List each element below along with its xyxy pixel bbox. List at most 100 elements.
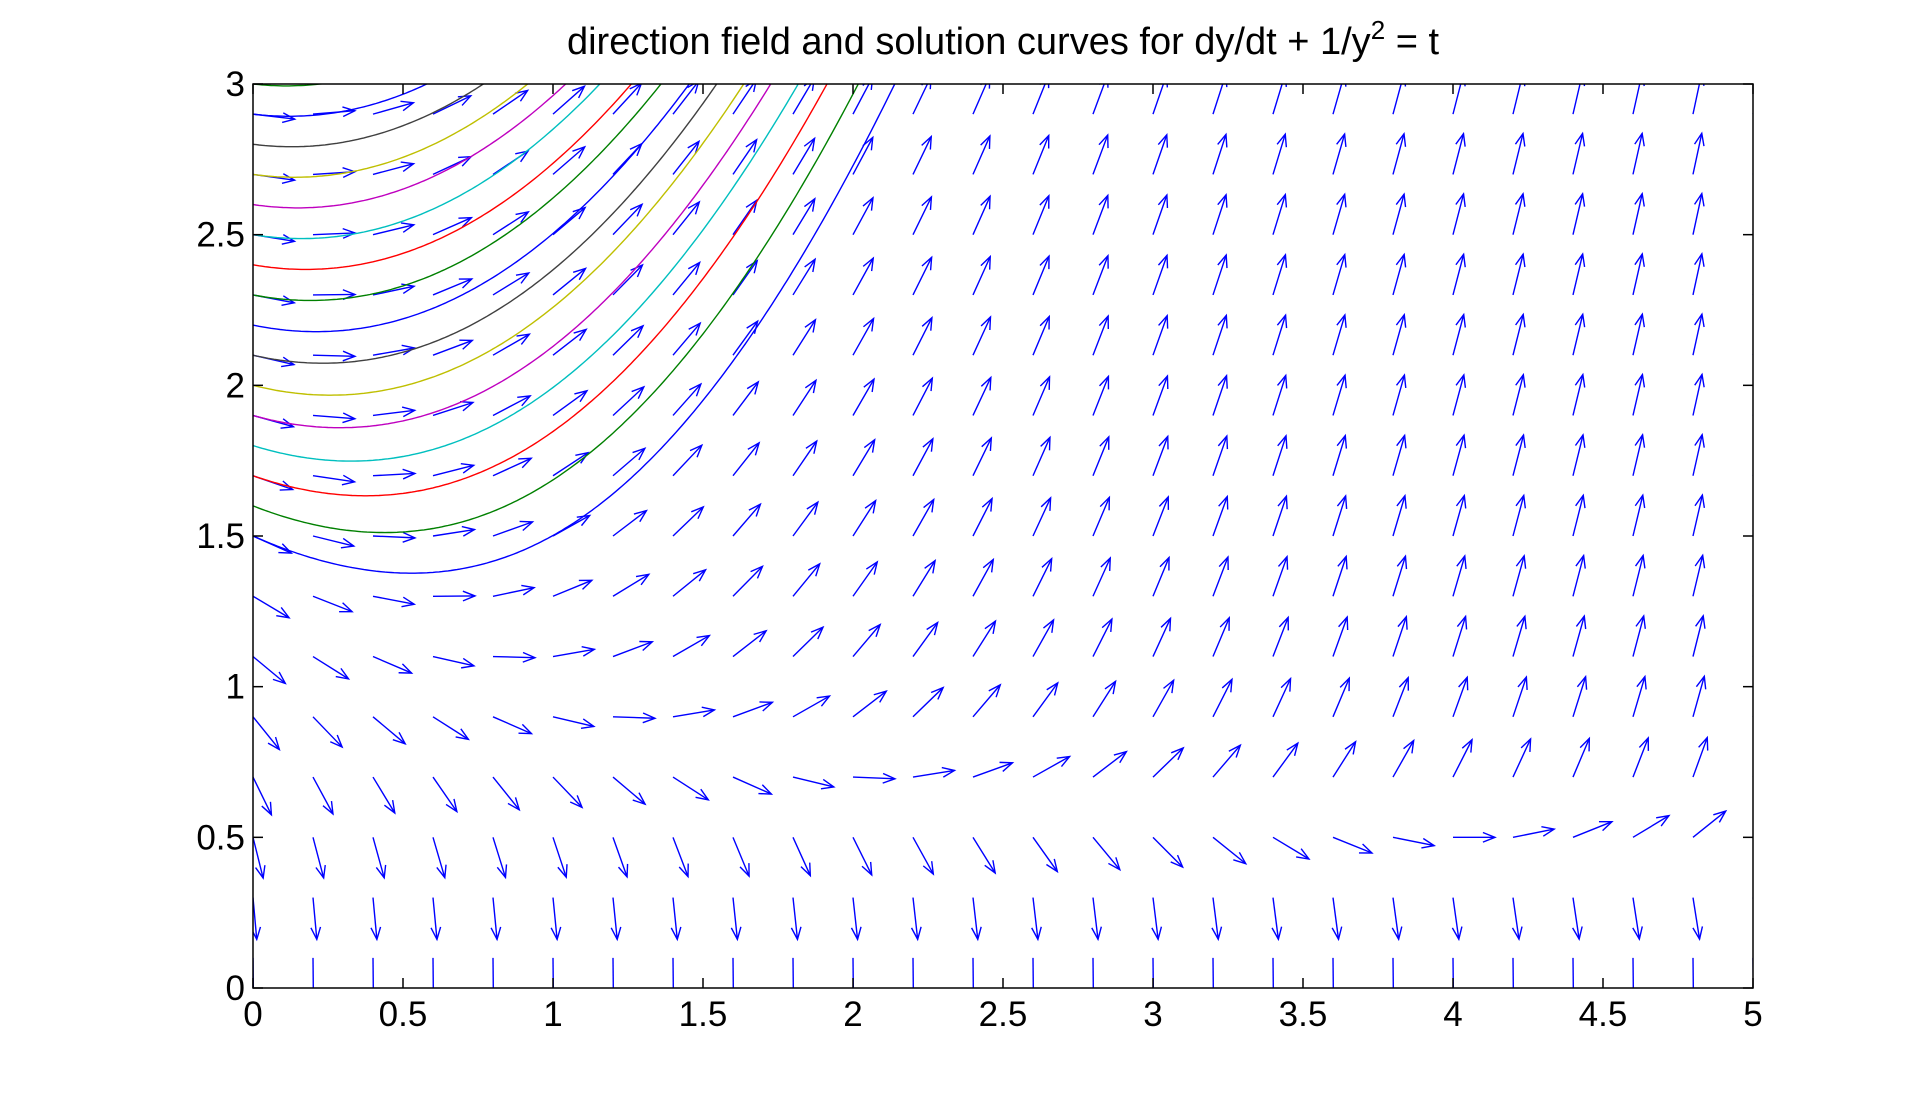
- field-arrow: [728, 957, 739, 988]
- field-arrow: [1752, 412, 1753, 416]
- field-arrow: [1332, 494, 1348, 537]
- field-arrow: [1272, 836, 1311, 860]
- field-arrow: [732, 629, 768, 658]
- chart-title: direction field and solution curves for …: [567, 15, 1439, 63]
- field-arrow: [1032, 681, 1059, 718]
- field-arrow: [550, 897, 562, 942]
- field-arrow: [612, 837, 629, 879]
- field-arrow: [432, 655, 476, 669]
- field-arrow: [672, 261, 701, 296]
- field-arrow: [672, 84, 699, 115]
- field-arrow: [432, 339, 475, 356]
- field-arrow: [732, 502, 762, 537]
- field-arrow: [310, 897, 322, 942]
- field-arrow: [488, 957, 499, 988]
- field-arrow: [1092, 679, 1117, 718]
- field-arrow: [552, 85, 586, 115]
- solution-curve: [253, 84, 718, 364]
- field-arrow: [912, 134, 933, 175]
- field-arrow: [792, 625, 825, 658]
- x-tick-label: 3: [1143, 995, 1162, 1034]
- chart-title-main: direction field and solution curves for …: [567, 21, 1371, 63]
- field-arrow: [792, 378, 818, 416]
- field-arrow: [792, 439, 818, 477]
- field-arrow: [792, 695, 832, 718]
- field-arrow: [852, 499, 877, 537]
- field-arrow: [1332, 132, 1347, 175]
- field-arrow: [552, 328, 588, 356]
- solution-curves: [253, 84, 896, 574]
- field-arrow: [1332, 192, 1347, 235]
- field-arrow: [492, 584, 536, 597]
- field-arrow: [972, 315, 992, 356]
- field-arrow: [1092, 750, 1128, 778]
- field-arrow: [1272, 434, 1288, 476]
- field-arrow: [1572, 312, 1586, 356]
- field-arrow: [910, 897, 922, 942]
- field-arrow: [612, 712, 657, 724]
- field-arrow: [552, 837, 568, 879]
- field-arrow: [1632, 674, 1647, 717]
- x-tick-label: 4: [1443, 995, 1462, 1034]
- field-arrow: [1031, 897, 1042, 942]
- field-arrow: [972, 619, 997, 657]
- field-arrow: [372, 344, 417, 356]
- field-arrow: [608, 957, 619, 988]
- field-arrow: [972, 194, 991, 235]
- solution-curve: [253, 84, 529, 178]
- field-arrow: [1752, 836, 1753, 838]
- field-arrow: [1152, 374, 1169, 416]
- field-arrow: [1392, 738, 1415, 778]
- y-tick-label: 1.5: [196, 517, 245, 556]
- field-arrow: [432, 716, 471, 741]
- field-arrow: [972, 84, 991, 115]
- field-arrow: [370, 897, 382, 942]
- field-arrow: [792, 776, 836, 790]
- field-arrow: [1332, 313, 1347, 356]
- field-arrow: [492, 520, 535, 537]
- x-tick-label: 1: [543, 995, 562, 1034]
- field-arrow: [1272, 373, 1288, 416]
- field-arrow: [612, 640, 655, 658]
- field-arrow: [552, 389, 589, 417]
- field-arrow: [1452, 252, 1466, 296]
- field-arrow: [1032, 314, 1050, 356]
- field-arrow: [1272, 253, 1288, 296]
- field-arrow: [492, 837, 508, 880]
- field-arrow: [1752, 593, 1753, 597]
- field-arrow: [1392, 554, 1408, 597]
- field-arrow: [612, 202, 644, 236]
- field-arrow: [1152, 84, 1169, 115]
- field-arrow: [432, 837, 447, 880]
- field-arrow: [968, 957, 979, 988]
- field-arrow: [368, 957, 379, 988]
- field-arrow: [1752, 714, 1753, 717]
- solution-curve: [253, 84, 772, 429]
- field-arrow: [1572, 553, 1586, 597]
- field-arrow: [972, 436, 993, 477]
- field-arrow: [1032, 556, 1053, 597]
- x-tick-label: 5: [1743, 995, 1762, 1034]
- field-arrow: [852, 438, 876, 477]
- field-arrow: [1092, 314, 1109, 356]
- field-arrow: [852, 256, 875, 296]
- field-arrow: [790, 897, 802, 942]
- field-arrow: [1272, 741, 1299, 778]
- field-arrow: [1692, 809, 1728, 838]
- field-arrow: [1212, 434, 1229, 476]
- field-arrow: [312, 350, 357, 362]
- field-arrow: [1512, 131, 1526, 175]
- field-arrow: [1452, 493, 1467, 537]
- direction-field: [253, 84, 1753, 988]
- field-arrow: [912, 195, 933, 235]
- field-arrow: [552, 645, 597, 658]
- field-arrow: [1568, 957, 1579, 988]
- field-arrow: [1332, 252, 1347, 296]
- field-arrow: [372, 406, 417, 418]
- field-arrow: [552, 776, 584, 809]
- field-arrow: [1032, 375, 1051, 416]
- field-arrow: [972, 836, 997, 875]
- field-arrow: [732, 837, 750, 878]
- field-arrow: [1632, 433, 1646, 476]
- field-arrow: [672, 200, 701, 236]
